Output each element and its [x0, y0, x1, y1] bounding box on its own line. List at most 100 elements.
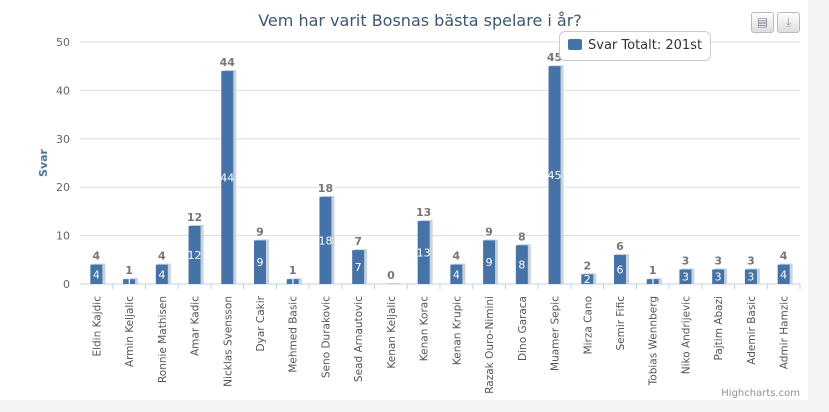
- data-label: 2: [583, 259, 591, 272]
- inner-data-label: 3: [682, 271, 689, 284]
- data-label: 4: [158, 250, 166, 263]
- data-label: 3: [714, 254, 722, 267]
- inner-data-label: 44: [220, 172, 234, 185]
- x-tick-label: Dino Garaca: [517, 296, 529, 361]
- inner-data-label: 3: [747, 271, 754, 284]
- x-tick-label: Pajtim Abazi: [713, 296, 725, 361]
- inner-data-label: 12: [188, 249, 202, 262]
- bar: [254, 240, 266, 284]
- bar: [286, 279, 299, 284]
- inner-data-label: 4: [453, 268, 460, 281]
- x-tick-label: Niko Andrijevic: [680, 296, 692, 374]
- inner-data-label: 1: [649, 276, 656, 289]
- data-label: 0: [387, 269, 395, 282]
- inner-data-label: 4: [780, 268, 787, 281]
- x-tick-label: Nicklas Svensson: [222, 296, 234, 387]
- data-label: 1: [649, 264, 657, 277]
- x-tick-label: Amar Kadic: [190, 296, 202, 356]
- tooltip: Svar Totalt: 201st: [559, 31, 712, 61]
- data-label: 4: [453, 250, 461, 263]
- inner-data-label: 1: [126, 276, 133, 289]
- bar: [221, 71, 234, 284]
- bar: [417, 221, 430, 284]
- inner-data-label: 6: [617, 263, 624, 276]
- x-tick-label: Muamer Sepic: [550, 296, 562, 371]
- x-tick-label: Tobias Wennberg: [648, 296, 660, 386]
- x-tick-label: Razak Ouro-Nimini: [484, 296, 496, 394]
- x-tick-label: Kenan Korac: [419, 296, 431, 361]
- bar-shadow: [386, 283, 400, 284]
- data-label: 18: [318, 182, 333, 195]
- data-label: 12: [187, 211, 202, 224]
- data-label: 8: [518, 230, 526, 243]
- bar: [712, 269, 725, 284]
- data-label: 1: [289, 264, 297, 277]
- data-label: 4: [780, 250, 788, 263]
- print-icon: ▤: [756, 15, 769, 29]
- inner-data-label: 4: [93, 268, 100, 281]
- download-icon: ⤓: [785, 15, 792, 29]
- x-tick-label: Dyar Cakir: [255, 295, 267, 351]
- data-label: 3: [682, 254, 690, 267]
- y-tick-label: 20: [56, 181, 70, 194]
- bar: [352, 250, 365, 284]
- y-axis-label: Svar: [37, 148, 50, 177]
- bar: [646, 279, 659, 284]
- bar: [515, 245, 528, 284]
- x-tick-label: Eldin Kajdic: [91, 296, 103, 357]
- chart-container: Vem har varit Bosnas bästa spelare i år?…: [0, 0, 808, 400]
- x-tick-label: Mehmed Basic: [288, 296, 300, 373]
- inner-data-label: 45: [548, 169, 562, 182]
- inner-data-label: 3: [715, 271, 722, 284]
- data-label: 1: [125, 264, 133, 277]
- x-tick-label: Admir Hamzic: [779, 296, 791, 369]
- inner-data-label: 2: [584, 273, 591, 286]
- export-button[interactable]: ⤓: [777, 12, 800, 33]
- bar: [155, 264, 168, 284]
- x-tick-label: Kenan Keljalic: [386, 296, 398, 369]
- print-button[interactable]: ▤: [751, 12, 774, 33]
- series-swatch: [568, 39, 582, 50]
- bar: [679, 269, 692, 284]
- bar: [188, 225, 201, 284]
- data-label: 7: [354, 235, 362, 248]
- bar: [614, 254, 626, 284]
- data-label: 3: [747, 254, 755, 267]
- x-tick-label: Mirza Cano: [582, 296, 594, 354]
- credits-link[interactable]: Highcharts.com: [721, 388, 800, 399]
- data-label: 9: [485, 225, 493, 238]
- tooltip-text: Svar Totalt: 201st: [588, 38, 703, 53]
- data-label: 44: [220, 56, 236, 69]
- bar: [744, 269, 757, 284]
- inner-data-label: 4: [158, 268, 165, 281]
- bar: [90, 264, 103, 284]
- bar: [581, 274, 594, 284]
- chart-title: Vem har varit Bosnas bästa spelare i år?: [258, 11, 582, 30]
- y-tick-label: 10: [56, 230, 70, 243]
- x-tick-label: Ademir Basic: [746, 296, 758, 365]
- inner-data-label: 9: [257, 256, 264, 269]
- bar: [483, 240, 496, 284]
- x-tick-label: Sead Arnautovic: [353, 296, 365, 382]
- x-tick-label: Semir Fific: [615, 296, 627, 351]
- y-tick-label: 30: [56, 133, 70, 146]
- bar-chart: Vem har varit Bosnas bästa spelare i år?…: [37, 11, 801, 399]
- bar: [777, 264, 790, 284]
- bar: [450, 264, 463, 284]
- y-tick-label: 50: [56, 36, 70, 49]
- x-tick-label: Kenan Krupic: [451, 296, 463, 365]
- data-label: 45: [547, 51, 562, 64]
- inner-data-label: 18: [318, 234, 332, 247]
- data-label: 6: [616, 240, 624, 253]
- x-tick-label: Armin Keljalic: [124, 296, 136, 367]
- x-tick-label: Ronnie Mathisen: [157, 296, 169, 383]
- x-tick-label: Seno Durakovic: [320, 296, 332, 378]
- bar: [319, 196, 332, 284]
- data-label: 9: [256, 225, 264, 238]
- inner-data-label: 7: [355, 261, 362, 274]
- data-label: 4: [93, 250, 101, 263]
- inner-data-label: 9: [486, 256, 493, 269]
- inner-data-label: 8: [518, 259, 525, 272]
- inner-data-label: 13: [417, 247, 431, 260]
- y-tick-label: 40: [56, 84, 70, 97]
